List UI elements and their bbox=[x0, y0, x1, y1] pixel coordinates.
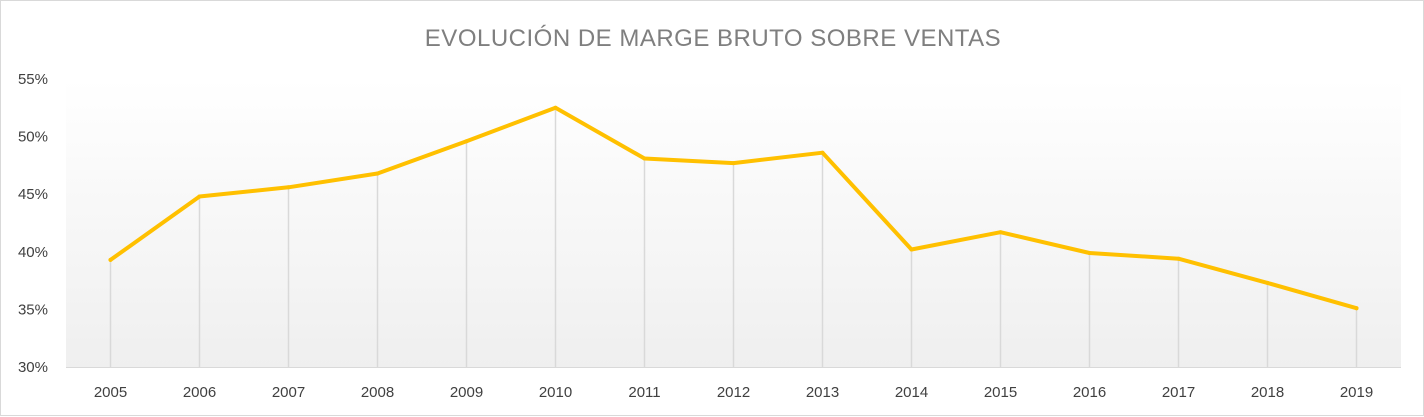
x-tick-label: 2016 bbox=[1073, 384, 1106, 401]
data-point bbox=[909, 247, 914, 252]
y-tick-label: 35% bbox=[18, 301, 48, 318]
x-tick-label: 2008 bbox=[361, 384, 394, 401]
data-point bbox=[1265, 280, 1270, 285]
y-tick-label: 55% bbox=[18, 71, 48, 88]
data-point bbox=[108, 257, 113, 262]
data-point bbox=[998, 230, 1003, 235]
data-point bbox=[197, 194, 202, 199]
data-point bbox=[286, 185, 291, 190]
data-point bbox=[1087, 250, 1092, 255]
x-axis-ticks: 2005 2006 2007 2008 2009 2010 2011 2012 2013 2014… bbox=[94, 384, 1373, 401]
series-layer bbox=[108, 105, 1359, 311]
data-point bbox=[1176, 256, 1181, 261]
y-tick-label: 30% bbox=[18, 359, 48, 376]
x-tick-label: 2019 bbox=[1340, 384, 1373, 401]
x-tick-label: 2007 bbox=[272, 384, 305, 401]
x-tick-label: 2011 bbox=[628, 384, 660, 401]
y-tick-label: 45% bbox=[18, 186, 48, 203]
x-tick-label: 2009 bbox=[450, 384, 483, 401]
data-point bbox=[1354, 306, 1359, 311]
x-tick-label: 2015 bbox=[984, 384, 1017, 401]
y-tick-label: 40% bbox=[18, 244, 48, 261]
data-point bbox=[553, 105, 558, 110]
data-point bbox=[731, 161, 736, 166]
x-tick-label: 2006 bbox=[183, 384, 216, 401]
data-point bbox=[464, 139, 469, 144]
x-tick-label: 2018 bbox=[1251, 384, 1284, 401]
data-point bbox=[375, 171, 380, 176]
x-tick-label: 2017 bbox=[1162, 384, 1195, 401]
x-tick-label: 2012 bbox=[717, 384, 750, 401]
x-tick-label: 2013 bbox=[806, 384, 839, 401]
y-axis-ticks: 30% 35% 40% 45% 50% 55% bbox=[18, 71, 48, 376]
x-tick-label: 2010 bbox=[539, 384, 572, 401]
chart-title: EVOLUCIÓN DE MARGE BRUTO SOBRE VENTAS bbox=[425, 25, 1001, 52]
data-point bbox=[642, 156, 647, 161]
data-point bbox=[820, 150, 825, 155]
x-tick-label: 2014 bbox=[895, 384, 928, 401]
x-tick-label: 2005 bbox=[94, 384, 127, 401]
drop-lines bbox=[109, 107, 1358, 367]
y-tick-label: 50% bbox=[18, 129, 48, 146]
